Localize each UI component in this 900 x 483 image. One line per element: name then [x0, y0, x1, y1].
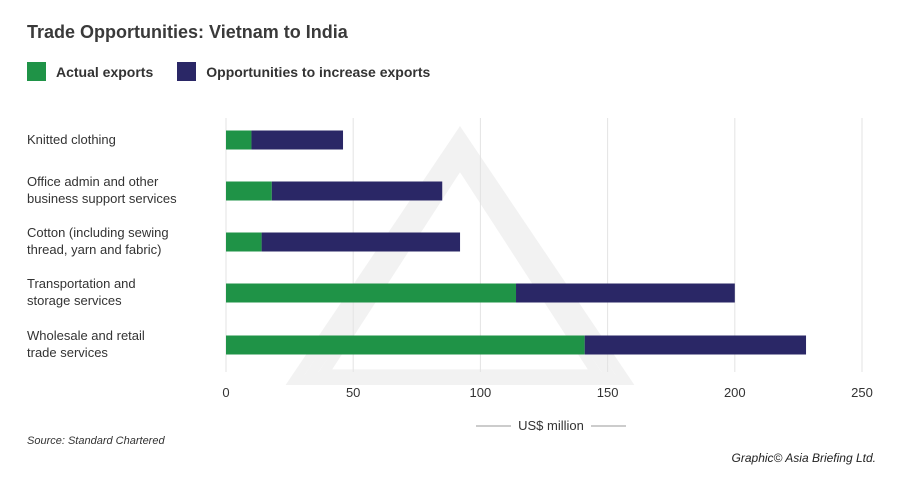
- chart-title: Trade Opportunities: Vietnam to India: [27, 22, 348, 42]
- bar-actual: [226, 232, 262, 252]
- category-label-line: Knitted clothing: [27, 131, 116, 147]
- category-label: Knitted clothing: [27, 131, 212, 148]
- category-label-line: Transportation and: [27, 276, 136, 291]
- category-label: Transportation and storage services: [27, 275, 212, 309]
- x-tick-label: 0: [222, 385, 229, 400]
- bar-opportunity: [251, 130, 344, 150]
- legend-item-actual: Actual exports: [27, 62, 153, 81]
- bar-actual: [226, 130, 252, 150]
- graphic-credit: Graphic© Asia Briefing Ltd.: [731, 451, 876, 465]
- x-axis-title: US$ million: [518, 418, 584, 433]
- legend-label-actual: Actual exports: [56, 63, 154, 80]
- watermark-shape: [313, 153, 607, 380]
- category-label: Wholesale and retail trade services: [27, 327, 212, 361]
- bar-actual: [226, 335, 585, 355]
- bar-actual: [226, 181, 272, 201]
- legend-label-opportunity: Opportunities to increase exports: [206, 63, 431, 80]
- category-label-line: Wholesale and retail: [27, 328, 145, 343]
- category-label-line: trade services: [27, 345, 108, 360]
- source-note: Source: Standard Chartered: [27, 435, 165, 447]
- watermark-logo: [285, 126, 635, 385]
- bar-opportunity: [516, 283, 735, 303]
- x-tick-label: 250: [851, 385, 873, 400]
- category-label: Cotton (including sewing thread, yarn and…: [27, 224, 212, 258]
- x-tick-label: 150: [597, 385, 619, 400]
- legend: Actual exports Opportunities to increase…: [27, 62, 454, 81]
- category-label-line: storage services: [27, 293, 122, 308]
- x-tick-label: 200: [724, 385, 746, 400]
- bar-actual: [226, 283, 517, 303]
- legend-swatch-actual: [27, 62, 46, 81]
- category-label: Office admin and other business support s…: [27, 173, 212, 207]
- bar-opportunity: [584, 335, 807, 355]
- category-label-line: business support services: [27, 191, 177, 206]
- x-tick-label: 100: [470, 385, 492, 400]
- bar-opportunity: [261, 232, 461, 252]
- legend-item-opportunity: Opportunities to increase exports: [177, 62, 430, 81]
- legend-swatch-opportunity: [177, 62, 197, 81]
- x-tick-label: 50: [346, 385, 360, 400]
- category-label-line: thread, yarn and fabric): [27, 242, 162, 257]
- category-label-line: Office admin and other: [27, 174, 159, 189]
- bar-opportunity: [271, 181, 443, 201]
- category-label-line: Cotton (including sewing: [27, 225, 169, 240]
